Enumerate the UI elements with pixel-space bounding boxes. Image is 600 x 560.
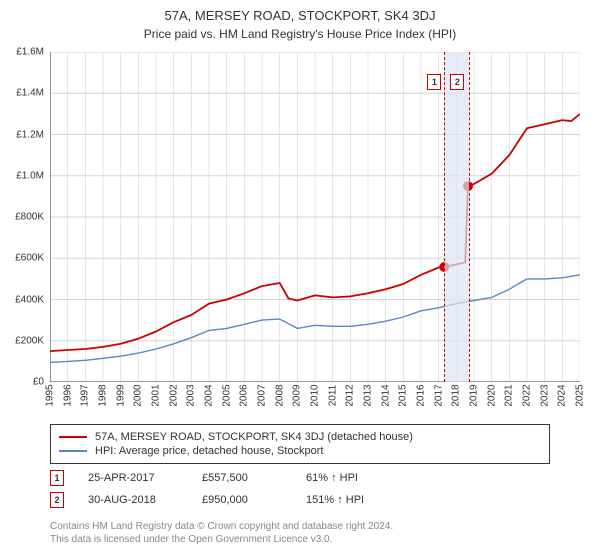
data-row-price: £557,500 xyxy=(202,472,282,484)
legend-swatch xyxy=(59,450,87,452)
event-shade-band xyxy=(444,52,469,382)
data-row-delta: 61% ↑ HPI xyxy=(306,472,358,484)
chart-subtitle: Price paid vs. HM Land Registry's House … xyxy=(0,23,600,47)
data-table: 1 25-APR-2017 £557,500 61% ↑ HPI 2 30-AU… xyxy=(50,470,364,514)
data-row-marker: 2 xyxy=(50,492,64,508)
footer-attribution: Contains HM Land Registry data © Crown c… xyxy=(50,520,393,546)
event-vline-2 xyxy=(469,52,470,382)
event-vline-1 xyxy=(444,52,445,382)
data-row-price: £950,000 xyxy=(202,494,282,506)
legend-label: HPI: Average price, detached house, Stoc… xyxy=(95,445,324,457)
data-row-date: 25-APR-2017 xyxy=(88,472,178,484)
legend-item: 57A, MERSEY ROAD, STOCKPORT, SK4 3DJ (de… xyxy=(59,431,541,443)
chart-title: 57A, MERSEY ROAD, STOCKPORT, SK4 3DJ xyxy=(0,0,600,23)
data-row-marker: 1 xyxy=(50,470,64,486)
data-row: 2 30-AUG-2018 £950,000 151% ↑ HPI xyxy=(50,492,364,508)
chart-container: 57A, MERSEY ROAD, STOCKPORT, SK4 3DJ Pri… xyxy=(0,0,600,560)
legend-swatch xyxy=(59,436,87,438)
chart-svg xyxy=(50,52,580,382)
legend: 57A, MERSEY ROAD, STOCKPORT, SK4 3DJ (de… xyxy=(50,424,550,464)
legend-label: 57A, MERSEY ROAD, STOCKPORT, SK4 3DJ (de… xyxy=(95,431,413,443)
annotation-marker-1: 1 xyxy=(427,74,441,90)
chart-area: 1 2 £0£200K£400K£600K£800K£1.0M£1.2M£1.4… xyxy=(50,52,580,382)
footer-line-1: Contains HM Land Registry data © Crown c… xyxy=(50,520,393,533)
data-row-delta: 151% ↑ HPI xyxy=(306,494,364,506)
annotation-marker-2: 2 xyxy=(450,74,464,90)
data-row-date: 30-AUG-2018 xyxy=(88,494,178,506)
legend-item: HPI: Average price, detached house, Stoc… xyxy=(59,445,541,457)
data-row: 1 25-APR-2017 £557,500 61% ↑ HPI xyxy=(50,470,364,486)
footer-line-2: This data is licensed under the Open Gov… xyxy=(50,533,393,546)
